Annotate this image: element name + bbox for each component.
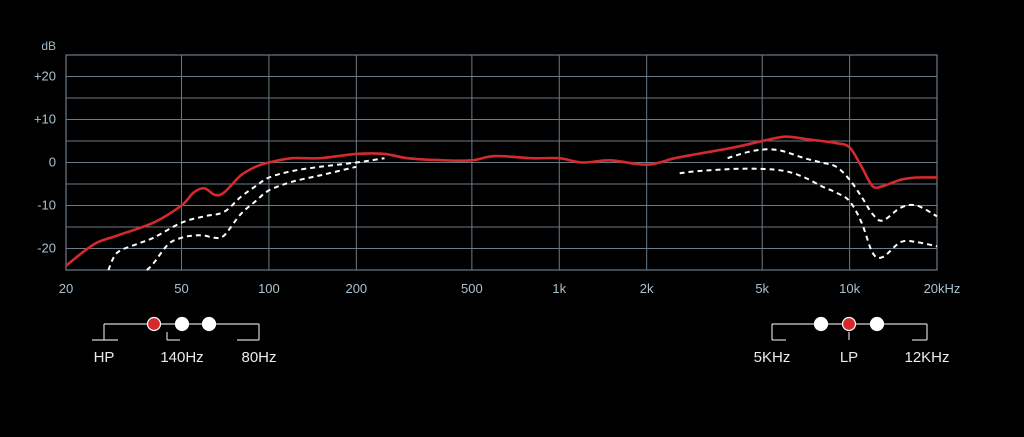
- series-line-flat: [65, 135, 938, 267]
- y-tick-label: +10: [34, 112, 56, 127]
- series-lines: [65, 135, 938, 271]
- legend-right: 5KHz LP 12KHz: [754, 316, 950, 366]
- legend-dot: [146, 316, 162, 332]
- legend-dot: [869, 316, 885, 332]
- y-tick-label: 0: [49, 155, 56, 170]
- x-tick-label: 1k: [552, 281, 566, 296]
- y-tick-label: -10: [37, 198, 56, 213]
- series-line-hp-140hz: [107, 157, 385, 271]
- x-tick-label: 2k: [640, 281, 654, 296]
- x-tick-label: 20kHz: [924, 281, 961, 296]
- legend-dot: [201, 316, 217, 332]
- legend-dot: [174, 316, 190, 332]
- tick-labels: +20 +10 0 -10 -20 20 50 100 200 500 1k 2k 5k 10k 20kHz: [34, 69, 960, 297]
- legend: HP 140Hz 80Hz 5KHz LP 12KHz: [92, 316, 950, 366]
- legend-left: HP 140Hz 80Hz: [92, 316, 277, 366]
- x-tick-label: 20: [59, 281, 73, 296]
- x-tick-label: 10k: [839, 281, 860, 296]
- x-tick-label: 500: [461, 281, 483, 296]
- grid: [65, 54, 938, 271]
- x-tick-label: 5k: [755, 281, 769, 296]
- legend-label-r0: 5KHz: [754, 349, 791, 366]
- x-tick-label: 100: [258, 281, 280, 296]
- series-line-hp-80hz: [146, 165, 357, 271]
- legend-label-r1: LP: [840, 349, 858, 366]
- x-tick-label: 200: [345, 281, 367, 296]
- series-line-lp-12khz: [727, 148, 938, 222]
- legend-label-l2: 80Hz: [241, 349, 276, 366]
- y-tick-label: +20: [34, 69, 56, 84]
- legend-dot: [841, 316, 857, 332]
- legend-label-l1: 140Hz: [160, 349, 203, 366]
- legend-label-r2: 12KHz: [904, 349, 949, 366]
- series-line-lp-5khz: [679, 167, 938, 260]
- legend-label-l0: HP: [94, 349, 115, 366]
- x-tick-label: 50: [174, 281, 188, 296]
- y-tick-label: -20: [37, 241, 56, 256]
- y-axis-label: dB: [41, 39, 56, 53]
- legend-dot: [813, 316, 829, 332]
